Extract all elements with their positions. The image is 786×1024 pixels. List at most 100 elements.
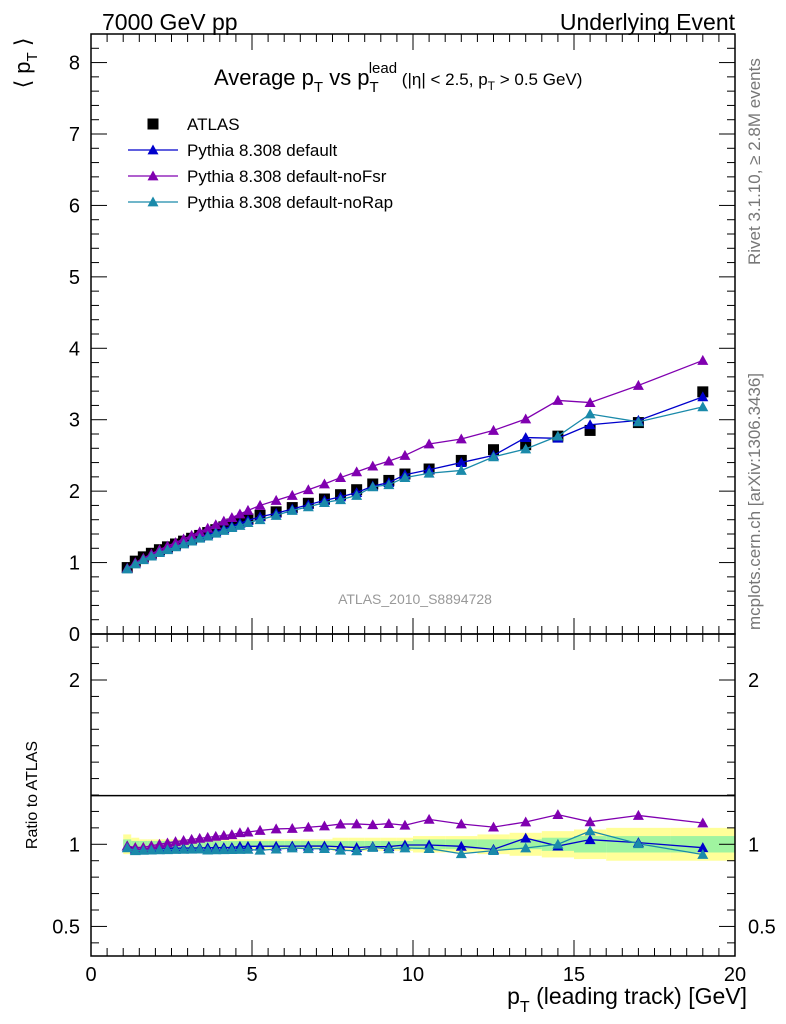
series-3-ratio-point [520,842,532,853]
ratio-tick-label: 2 [69,670,80,692]
series-3-ratio-point [488,845,499,856]
series-1-point [455,457,467,467]
series-3-ratio-point [584,825,596,836]
series-2-ratio-point [210,830,222,841]
series-2-point [632,379,644,390]
series-2-ratio-point [186,833,198,844]
series-2-ratio-point [488,821,499,832]
y-axis-label-sub: T [24,52,41,61]
ratio-tick-label-right: 2 [748,670,759,692]
series-2-ratio-point [202,831,214,842]
mcplots-credit-text: mcplots.cern.ch [arXiv:1306.3436] [745,373,764,630]
series-1-ratio-point [697,842,709,853]
y-tick-label: 6 [69,195,80,217]
series-1-line [126,396,704,569]
series-3-ratio-point [145,844,157,855]
series-3-ratio-point [455,848,467,859]
series-3-point [202,530,214,541]
series-2-point [210,519,222,530]
x-axis-label-sub: T [520,999,530,1016]
series-3-ratio-point [286,842,298,853]
legend-marker-1 [147,144,159,155]
title-sup2: lead [369,60,397,77]
title-sub2: T [370,79,379,96]
series-2-point [335,472,347,482]
series-2-ratio-point [351,818,363,829]
series-1-ratio-line [126,837,703,851]
series-1-ratio-point [455,840,467,851]
ratio-y-axis-label: Ratio to ATLAS [24,741,41,849]
series-3-point [153,547,165,557]
chart-title: Average pT vs pTlead (|η| < 2.5, pT > 0.… [214,60,582,96]
series-2-point [218,515,230,526]
series-3-ratio-point [367,841,379,852]
legend-label-3: Pythia 8.308 default-noRap [187,193,393,212]
series-2-point [383,455,395,466]
series-2-point [488,424,499,435]
legend-label-2: Pythia 8.308 default-noFsr [187,167,387,186]
legend-label-1: Pythia 8.308 default [187,141,338,160]
series-3-point [302,501,314,512]
series-3-point [145,550,157,561]
series-3-ratio-point [210,844,222,855]
series-2-point [351,466,363,477]
series-3-point [351,489,363,500]
series-3-ratio-point [170,844,182,854]
series-2-ratio-point [552,809,564,820]
series-1-ratio-point [584,834,596,845]
series-3-ratio-point [351,845,363,856]
series-3-point [335,494,347,505]
series-3-point [210,527,222,538]
legend-marker-3 [147,196,159,207]
ratio-tick-label: 1 [69,834,80,856]
series-2-ratio-point [423,813,435,824]
y-tick-label: 1 [69,553,80,575]
series-3-point [552,430,564,441]
x-tick-label: 10 [402,964,424,986]
y-tick-label: 3 [69,410,80,432]
title-sub1: T [314,79,323,96]
series-2-point [520,413,532,424]
series-2-point [202,522,214,533]
title-cut-b: > 0.5 GeV) [495,70,582,89]
series-2-ratio-point [254,824,266,835]
series-2-ratio-point [153,838,165,849]
series-3-ratio-point [335,844,347,855]
y-tick-label: 2 [69,481,80,503]
series-3-ratio-point [632,838,644,849]
series-2-point [226,512,238,522]
series-3-ratio-point [218,844,230,855]
series-3-ratio-point [202,844,214,855]
y-tick-label: 5 [69,267,80,289]
series-3-ratio-point [234,844,246,854]
series-3-ratio-point [302,843,314,854]
y-axis-label-close: ⟩ [10,38,35,53]
y-axis-main-ticks: 0 1 2 3 4 5 6 7 8 [69,33,735,646]
series-3-point [318,497,330,507]
series-3-point [121,563,133,574]
x-tick-label: 15 [563,964,585,986]
x-axis-label-rest: (leading track) [GeV] [530,983,747,1009]
series-3-point [632,416,644,427]
x-tick-label: 0 [85,964,96,986]
series-3-point [399,472,411,482]
series-1-point [697,391,709,402]
header-left: 7000 GeV pp [102,9,238,35]
series-1-ratio-point [520,832,532,843]
series-2-ratio-point [383,818,395,829]
series-2-ratio-point [302,821,314,832]
series-3-ratio-point [552,838,564,849]
legend-marker-atlas [147,118,159,130]
series-3-ratio-point [242,843,254,854]
x-tick-label: 5 [246,964,257,986]
series-3-ratio-point [399,842,411,853]
series-2-point [178,533,190,544]
main-series-layer [121,354,709,574]
series-3-ratio-point [270,843,282,854]
series-3-ratio-point [129,845,141,856]
series-2-ratio-point [318,820,330,831]
series-2-point [552,394,564,405]
series-3-point [488,451,499,462]
series-2-ratio-point [697,817,709,828]
